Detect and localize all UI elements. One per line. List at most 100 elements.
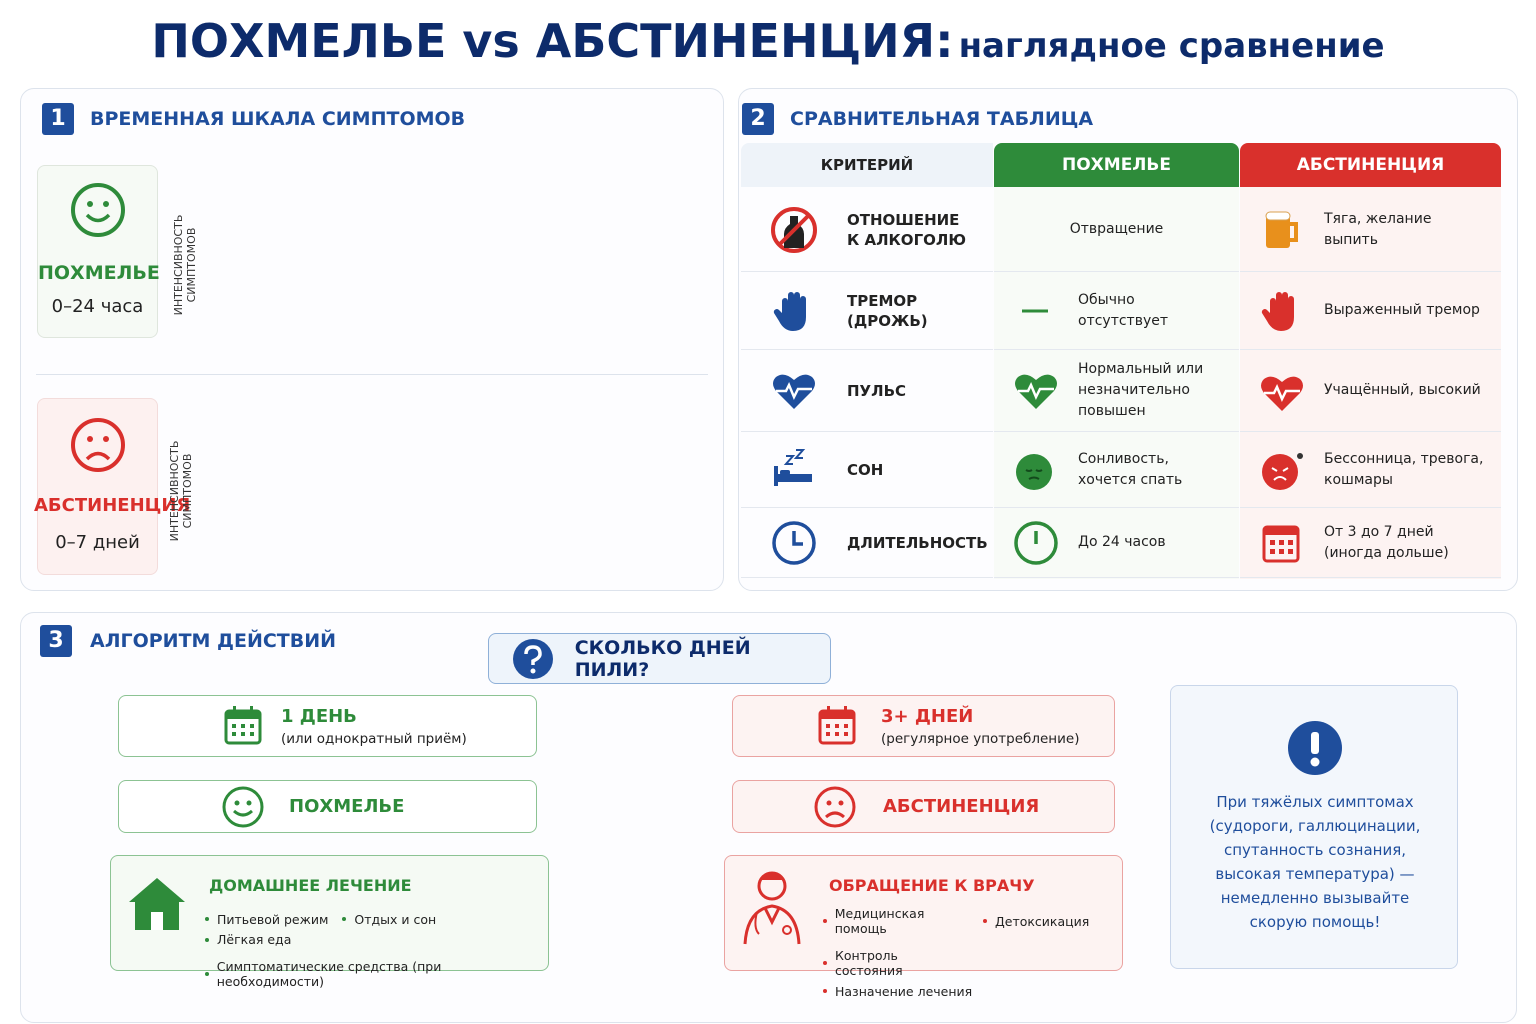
item-text: Контроль состояния	[834, 948, 903, 978]
item: Питьевой режим	[205, 912, 328, 927]
item: Назначение лечения	[823, 984, 972, 999]
cell-text: Учащённый, высокий	[1324, 382, 1481, 398]
item-text: Медицинская помощь	[834, 906, 925, 936]
row-icon	[773, 291, 806, 331]
row-icon	[1022, 309, 1048, 312]
state: ПОХМЕЛЬЕ	[289, 796, 405, 817]
table-header: КРИТЕРИЙ	[741, 143, 993, 187]
row-icon	[773, 374, 815, 409]
row-icon	[1262, 452, 1303, 490]
section-number: 1	[42, 103, 74, 135]
days: 1 ДЕНЬ	[281, 705, 357, 727]
warning-text: При тяжёлых симптомах (судороги, галлюци…	[1209, 793, 1421, 931]
row-icon	[1016, 453, 1052, 490]
section-number: 2	[742, 103, 774, 135]
state-box: АБСТИНЕНЦИЯ	[732, 780, 1115, 833]
question-box: СКОЛЬКО ДНЕЙ ПИЛИ?	[488, 633, 831, 684]
row-icon	[772, 520, 816, 565]
title: ПОХМЕЛЬЕ vs АБСТИНЕНЦИЯ: наглядное сравн…	[0, 14, 1536, 68]
table-cell: До 24 часов	[994, 508, 1239, 578]
table-cell: Бессонница, тревога, кошмары	[1240, 432, 1501, 508]
action: ДОМАШНЕЕ ЛЕЧЕНИЕ	[209, 876, 412, 895]
calendar-icon	[818, 706, 856, 745]
smile-icon	[222, 786, 264, 827]
action: ОБРАЩЕНИЕ К ВРАЧУ	[829, 876, 1035, 895]
item: Лёгкая еда	[205, 932, 291, 947]
table-cell: Отвращение	[994, 188, 1239, 272]
days-note: (регулярное употребление)	[881, 730, 1080, 747]
item: Отдых и сон	[342, 912, 436, 927]
cell-text: Обычно отсутствует	[1078, 291, 1169, 329]
withdrawal-card: АБСТИНЕНЦИЯ 0–7 дней	[34, 398, 191, 575]
question-icon	[513, 638, 553, 679]
table-cell: От 3 до 7 дней (иногда дольше)	[1240, 508, 1501, 578]
days-box: 1 ДЕНЬ (или однократный приём)	[118, 695, 537, 757]
table-cell: ОТНОШЕНИЕ К АЛКОГОЛЮ	[741, 188, 993, 272]
card-name: ПОХМЕЛЬЕ	[38, 262, 160, 284]
title-main: ПОХМЕЛЬЕ vs АБСТИНЕНЦИЯ:	[151, 14, 954, 68]
item: Медицинская помощь	[823, 906, 969, 936]
card-name: АБСТИНЕНЦИЯ	[34, 495, 191, 516]
row-icon	[1015, 374, 1057, 409]
table-cell: СОН	[741, 432, 993, 508]
item-text: Назначение лечения	[835, 983, 973, 999]
y-axis-label: ИНТЕНСИВНОСТЬ СИМПТОМОВ	[172, 214, 198, 316]
row-icon	[774, 448, 812, 486]
action-items: Питьевой режим Отдых и сон Лёгкая еда Симп…	[205, 906, 545, 989]
days: 3+ ДНЕЙ	[881, 705, 974, 727]
section-heading: АЛГОРИТМ ДЕЙСТВИЙ	[90, 630, 337, 652]
card-duration: 0–24 часа	[51, 296, 144, 317]
table-cell: Тяга, желание выпить	[1240, 188, 1501, 272]
row-icon	[1262, 525, 1300, 562]
cell-text: От 3 до 7 дней (иногда дольше)	[1324, 523, 1449, 561]
card-duration: 0–7 дней	[55, 532, 140, 553]
doctor-icon	[743, 871, 801, 945]
criterion: ДЛИТЕЛЬНОСТЬ	[847, 533, 988, 552]
row-icon	[1014, 520, 1058, 565]
cell-text: Сонливость, хочется спать	[1078, 450, 1183, 488]
cell-text: Выраженный тремор	[1324, 302, 1480, 318]
warning-icon	[1288, 721, 1342, 775]
sad-icon	[71, 418, 125, 472]
row-icon	[771, 206, 817, 253]
criterion: ОТНОШЕНИЕ К АЛКОГОЛЮ	[847, 210, 966, 249]
calendar-icon	[224, 706, 262, 745]
state: АБСТИНЕНЦИЯ	[883, 796, 1040, 817]
divider	[36, 374, 708, 375]
item-text: Питьевой режим	[217, 911, 329, 927]
cell-text: Тяга, желание выпить	[1324, 210, 1432, 248]
action-box: ДОМАШНЕЕ ЛЕЧЕНИЕ Питьевой режим Отдых и с…	[110, 855, 549, 989]
item: Детоксикация	[983, 914, 1089, 929]
smile-icon	[71, 183, 125, 237]
item: Контроль состояния	[823, 948, 969, 978]
cell-text: Нормальный или незначительно повышен	[1078, 361, 1204, 419]
table-header: АБСТИНЕНЦИЯ	[1240, 143, 1501, 187]
title-sub: наглядное сравнение	[958, 26, 1385, 66]
table-cell: Выраженный тремор	[1240, 272, 1501, 350]
warning-box: При тяжёлых симптомах (судороги, галлюци…	[1170, 685, 1458, 969]
criterion: СОН	[847, 460, 884, 479]
sad-icon	[814, 786, 856, 827]
house-icon	[129, 878, 185, 930]
item-text: Детоксикация	[995, 913, 1090, 929]
cell-text: Отвращение	[1069, 221, 1164, 237]
row-icon	[1265, 211, 1298, 248]
table-cell: ТРЕМОР (ДРОЖЬ)	[741, 272, 993, 350]
days-note: (или однократный приём)	[281, 730, 467, 747]
state-box: ПОХМЕЛЬЕ	[118, 780, 537, 833]
table-cell: ДЛИТЕЛЬНОСТЬ	[741, 508, 993, 578]
table-cell: Нормальный или незначительно повышен	[994, 350, 1239, 432]
section-heading: СРАВНИТЕЛЬНАЯ ТАБЛИЦА	[790, 108, 1094, 130]
criterion: ТРЕМОР (ДРОЖЬ)	[847, 291, 928, 330]
row-icon	[1261, 291, 1294, 331]
item: Симптоматические средства (при необходим…	[205, 959, 531, 989]
section-heading: ВРЕМЕННАЯ ШКАЛА СИМПТОМОВ	[90, 108, 466, 130]
cell-text: До 24 часов	[1078, 534, 1166, 550]
row-icon	[1261, 376, 1303, 411]
section-number: 3	[40, 625, 72, 657]
table-cell: Сонливость, хочется спать	[994, 432, 1239, 508]
days-box: 3+ ДНЕЙ (регулярное употребление)	[732, 695, 1115, 757]
table-cell: Обычно отсутствует	[994, 272, 1239, 350]
y-axis-label: ИНТЕНСИВНОСТЬ СИМПТОМОВ	[168, 440, 194, 542]
